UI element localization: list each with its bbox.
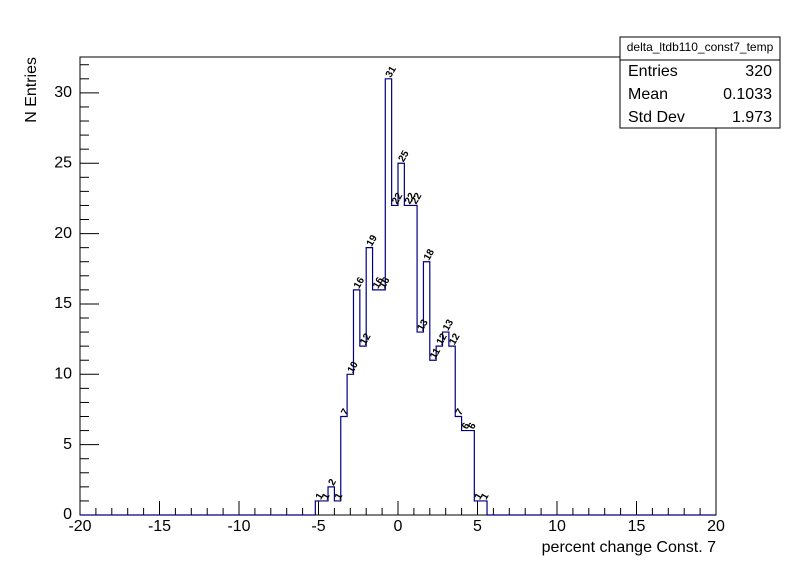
bar-label: 7 (454, 407, 467, 418)
bar-label: 12 (358, 331, 373, 347)
stats-label: Mean (628, 86, 668, 103)
x-tick-label: 15 (628, 518, 646, 535)
x-tick-label: 20 (707, 518, 725, 535)
x-tick-label: -20 (68, 518, 91, 535)
bar-label: 10 (346, 360, 361, 376)
y-tick-label: 15 (54, 295, 72, 312)
bar-label: 12 (447, 331, 462, 347)
bar-label: 1 (479, 491, 492, 502)
stats-box (619, 36, 781, 129)
y-tick-label: 20 (54, 225, 72, 242)
bar-label: 22 (390, 191, 405, 207)
x-tick-label: 5 (473, 518, 482, 535)
bar-label: 12 (435, 331, 450, 347)
x-tick-label: 10 (548, 518, 566, 535)
stats-value: 0.1033 (723, 86, 772, 103)
x-tick-label: 0 (394, 518, 403, 535)
bar-label: 7 (339, 407, 352, 418)
y-tick-label: 0 (63, 506, 72, 523)
stats-value: 320 (745, 63, 772, 80)
y-tick-label: 5 (63, 436, 72, 453)
bar-label: 2 (327, 477, 340, 488)
bar-label: 13 (416, 317, 431, 333)
bar-label: 22 (409, 191, 424, 207)
x-tick-label: -5 (311, 518, 325, 535)
bar-label: 31 (384, 64, 399, 80)
bar-label: 19 (365, 233, 380, 249)
y-tick-label: 25 (54, 154, 72, 171)
bar-label: 13 (441, 317, 456, 333)
bar-label: 1 (333, 491, 346, 502)
bar-label: 6 (466, 421, 479, 432)
stats-label: Entries (628, 63, 678, 80)
bar-label: 1 (320, 491, 333, 502)
x-tick-label: -10 (227, 518, 250, 535)
bar-label: 1 (473, 491, 486, 502)
bar-label: 25 (397, 149, 412, 165)
stats-value: 1.973 (732, 109, 772, 126)
histogram-outline (80, 78, 716, 516)
bar-label: 6 (460, 421, 473, 432)
bar-label: 1 (314, 491, 327, 502)
bar-label: 22 (403, 191, 418, 207)
x-tick-label: -15 (148, 518, 171, 535)
x-axis-title: percent change Const. 7 (542, 539, 716, 556)
bar-label: 18 (422, 247, 437, 263)
y-axis-title: N Entries (23, 57, 40, 123)
y-tick-label: 10 (54, 366, 72, 383)
stats-title: delta_ltdb110_const7_temp (627, 40, 774, 54)
bar-label: 16 (377, 275, 392, 291)
bar-label: 16 (371, 275, 386, 291)
y-tick-label: 30 (54, 84, 72, 101)
bar-label: 16 (352, 275, 367, 291)
stats-label: Std Dev (628, 109, 685, 126)
